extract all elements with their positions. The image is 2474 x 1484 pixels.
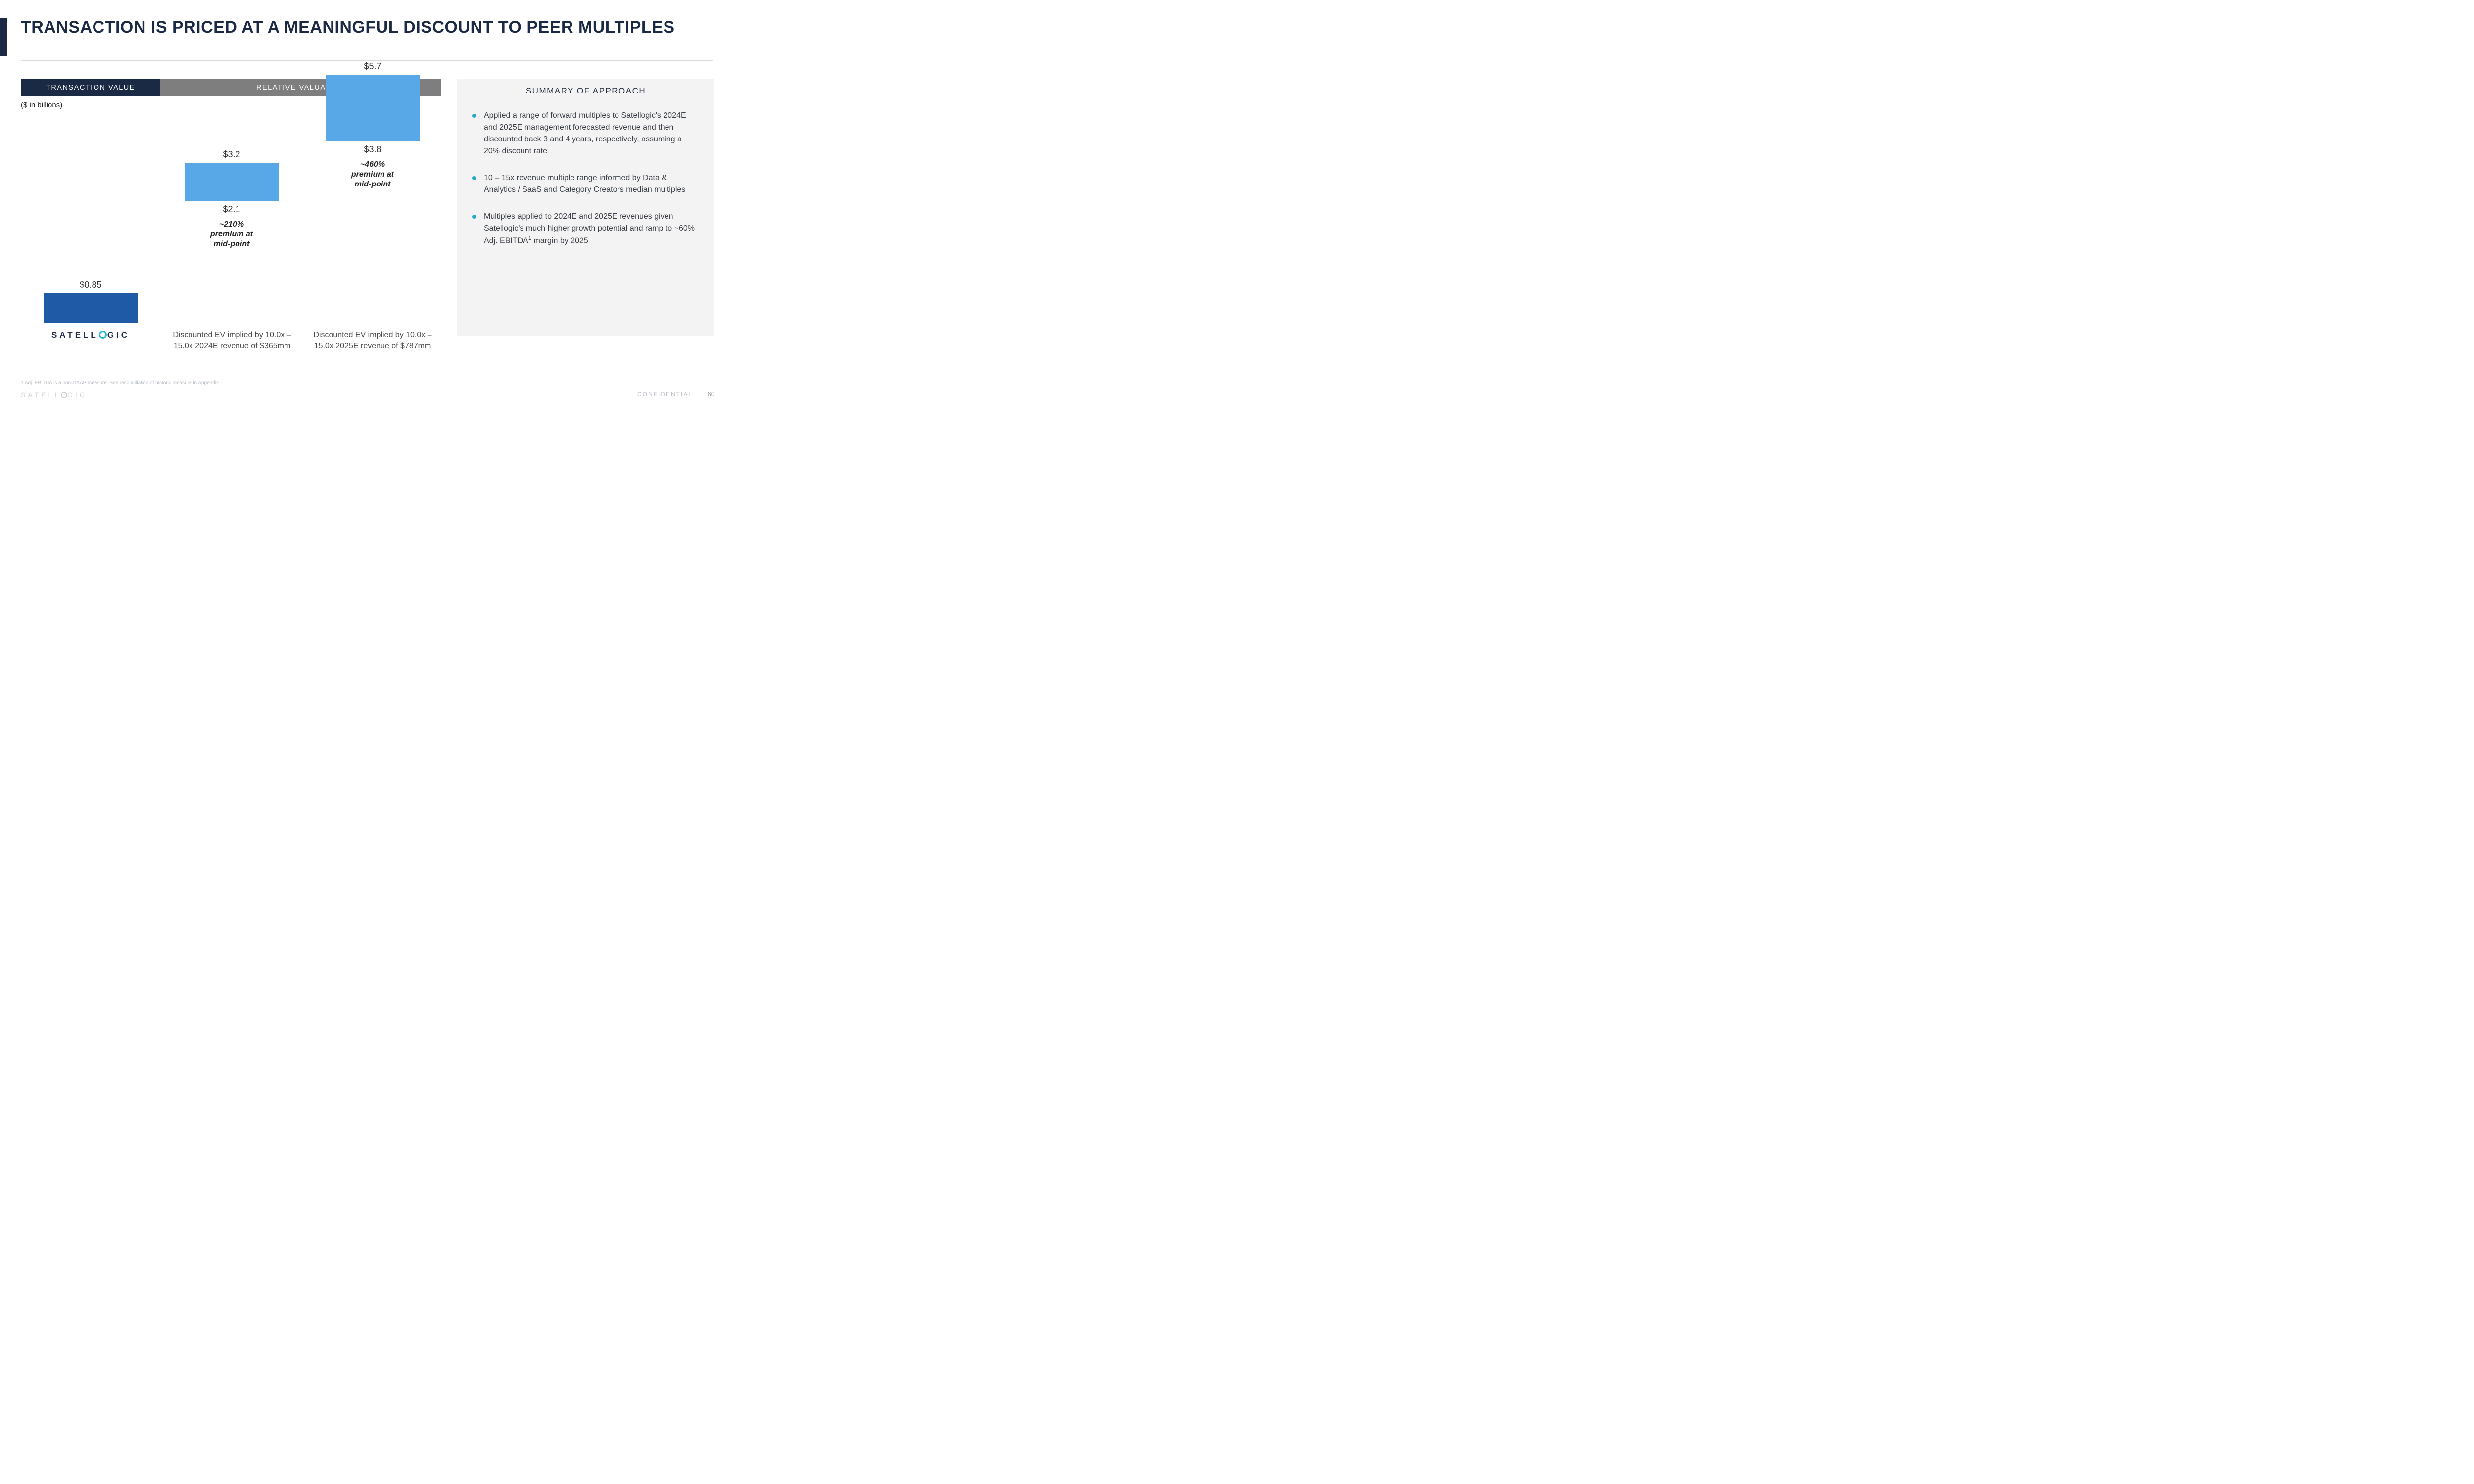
bar-top-value: $3.2: [223, 149, 240, 160]
brand-logo: SATELL GIC: [51, 330, 130, 341]
chart-area: TRANSACTION VALUE RELATIVE VALUATION ($ …: [21, 79, 441, 351]
brand-pre: SATELL: [51, 330, 98, 341]
bar-stack: $0.85: [21, 280, 160, 323]
chart-bar: [44, 293, 138, 323]
bar-premium-label: ~210%premium atmid-point: [210, 220, 253, 249]
bar-top-value: $0.85: [79, 280, 101, 290]
bar-bottom-value: $2.1: [223, 204, 240, 215]
chart-x-label: Discounted EV implied by 10.0x – 15.0x 2…: [304, 330, 441, 351]
summary-bullet: Multiples applied to 2024E and 2025E rev…: [472, 211, 700, 247]
summary-title: SUMMARY OF APPROACH: [472, 86, 700, 96]
chart-x-label: SATELL GIC: [21, 330, 160, 351]
slide: TRANSACTION IS PRICED AT A MEANINGFUL DI…: [0, 0, 742, 405]
footer-brand-o-icon: [61, 392, 67, 398]
chart-x-label: Discounted EV implied by 10.0x – 15.0x 2…: [160, 330, 304, 351]
bar-premium-label: ~460%premium atmid-point: [351, 160, 394, 189]
footer-brand-logo: SATELL GIC: [21, 391, 87, 399]
footer-brand-pre: SATELL: [21, 391, 61, 399]
chart-plot: $0.85$3.2$2.1~210%premium atmid-point$5.…: [21, 112, 441, 323]
bar-top-value: $5.7: [364, 61, 381, 72]
summary-panel: SUMMARY OF APPROACH Applied a range of f…: [457, 79, 714, 336]
summary-bullet: 10 – 15x revenue multiple range informed…: [472, 172, 700, 196]
title-wrap: TRANSACTION IS PRICED AT A MEANINGFUL DI…: [0, 18, 742, 56]
title-accent-bar: [0, 18, 7, 56]
footer-brand-post: GIC: [67, 391, 87, 399]
bar-bottom-value: $3.8: [364, 144, 381, 155]
summary-bullet: Applied a range of forward multiples to …: [472, 110, 700, 157]
chart-x-labels: SATELL GIC Discounted EV implied by 10.0x …: [21, 330, 441, 351]
page-number: 60: [708, 390, 714, 398]
tab-transaction-value: TRANSACTION VALUE: [21, 79, 160, 96]
brand-o-icon: [99, 331, 107, 339]
confidential-label: CONFIDENTIAL: [637, 391, 693, 398]
chart-bar: [185, 163, 279, 201]
bar-stack: $5.7 $3.8 ~460%premium atmid-point: [303, 61, 442, 189]
slide-title: TRANSACTION IS PRICED AT A MEANINGFUL DI…: [21, 18, 675, 37]
summary-list: Applied a range of forward multiples to …: [472, 110, 700, 247]
brand-post: GIC: [107, 330, 130, 341]
footnote: 1 Adj. EBITDA is a non-GAAP measure. See…: [21, 380, 219, 386]
bar-stack: $3.2 $2.1 ~210%premium atmid-point: [162, 149, 301, 249]
title-divider: [21, 60, 713, 61]
chart-bar: [326, 75, 420, 141]
